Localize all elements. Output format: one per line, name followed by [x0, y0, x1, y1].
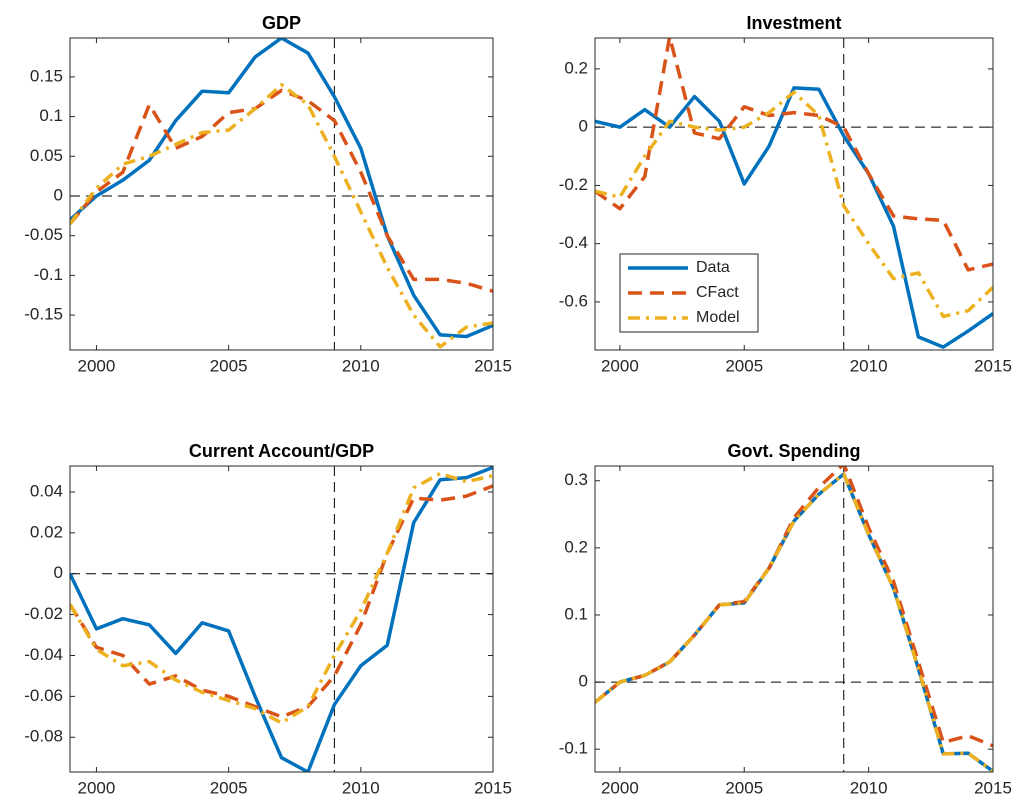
y-tick-label: -0.1 [34, 265, 63, 284]
legend: Data CFact Model [619, 253, 759, 333]
x-tick-label: 2000 [601, 356, 639, 375]
y-tick-label: -0.06 [24, 686, 63, 705]
x-tick-label: 2010 [342, 356, 380, 375]
x-tick-label: 2005 [210, 356, 248, 375]
plot-area [595, 466, 993, 772]
subplot-title: Investment [746, 13, 841, 33]
x-tick-label: 2000 [601, 778, 639, 797]
x-tick-label: 2005 [725, 778, 763, 797]
series-line [70, 38, 493, 339]
y-tick-label: 0 [54, 563, 63, 582]
y-tick-label: 0.3 [564, 470, 588, 489]
axes-box [594, 37, 994, 351]
plot-content [595, 38, 993, 350]
x-tick-label: 2010 [850, 778, 888, 797]
series-line [70, 471, 493, 725]
x-tick-label: 2010 [342, 778, 380, 797]
legend-label: Model [696, 309, 740, 326]
series-line [595, 466, 993, 748]
x-tick-label: 2015 [474, 356, 512, 375]
y-tick-label: 0.04 [30, 481, 63, 500]
y-tick-label: 0.2 [564, 537, 588, 556]
series-line [70, 88, 493, 293]
plot-content [595, 466, 993, 772]
axes-box [69, 37, 494, 351]
subplot: Govt. Spending -0.1 0 0.1 0.2 0.3 2000 2005 2010… [559, 441, 1012, 798]
y-tick-label: 0.15 [30, 66, 63, 85]
series-line [595, 38, 993, 272]
y-tick-label: -0.05 [24, 225, 63, 244]
series-line [70, 83, 493, 349]
legend-label: CFact [696, 284, 739, 301]
x-tick-label: 2005 [725, 356, 763, 375]
plot-content [70, 466, 493, 772]
x-tick-label: 2015 [474, 778, 512, 797]
axes-box [594, 465, 994, 773]
y-tick-label: 0.1 [39, 106, 63, 125]
x-tick-label: 2015 [974, 356, 1012, 375]
x-tick-label: 2010 [850, 356, 888, 375]
y-tick-label: -0.4 [559, 233, 588, 252]
axes-box [69, 465, 494, 773]
y-tick-label: -0.02 [24, 604, 63, 623]
y-tick-label: 0.05 [30, 146, 63, 165]
y-tick-label: 0.02 [30, 522, 63, 541]
series-line [595, 86, 993, 349]
subplot: GDP -0.15 -0.1 -0.05 0 0.05 0.1 0.15 2000 2005 201… [24, 13, 512, 376]
y-tick-label: 0.1 [564, 604, 588, 623]
subplot-title: GDP [262, 13, 301, 33]
subplot: Investment -0.6 -0.4 -0.2 0 0.2 2000 2005 2010 20… [559, 13, 1012, 376]
y-tick-label: -0.6 [559, 291, 588, 310]
series-line [70, 484, 493, 719]
y-tick-label: 0 [579, 672, 588, 691]
y-tick-label: 0 [54, 185, 63, 204]
series-line [595, 90, 993, 319]
y-tick-label: -0.1 [559, 739, 588, 758]
y-tick-label: -0.04 [24, 645, 63, 664]
plot-area [70, 466, 493, 772]
y-tick-label: -0.15 [24, 305, 63, 324]
x-tick-label: 2015 [974, 778, 1012, 797]
series-line [70, 466, 493, 772]
y-tick-label: 0 [579, 117, 588, 136]
x-tick-label: 2000 [78, 356, 116, 375]
y-tick-label: -0.2 [559, 175, 588, 194]
subplot-title: Govt. Spending [728, 441, 861, 461]
y-tick-label: 0.2 [564, 58, 588, 77]
x-tick-label: 2000 [78, 778, 116, 797]
subplot: Current Account/GDP -0.08 -0.06 -0.04 -0.02 0… [24, 441, 512, 798]
legend-label: Data [696, 259, 730, 276]
plot-content [70, 38, 493, 350]
subplot-title: Current Account/GDP [189, 441, 374, 461]
y-tick-label: -0.08 [24, 727, 63, 746]
x-tick-label: 2005 [210, 778, 248, 797]
